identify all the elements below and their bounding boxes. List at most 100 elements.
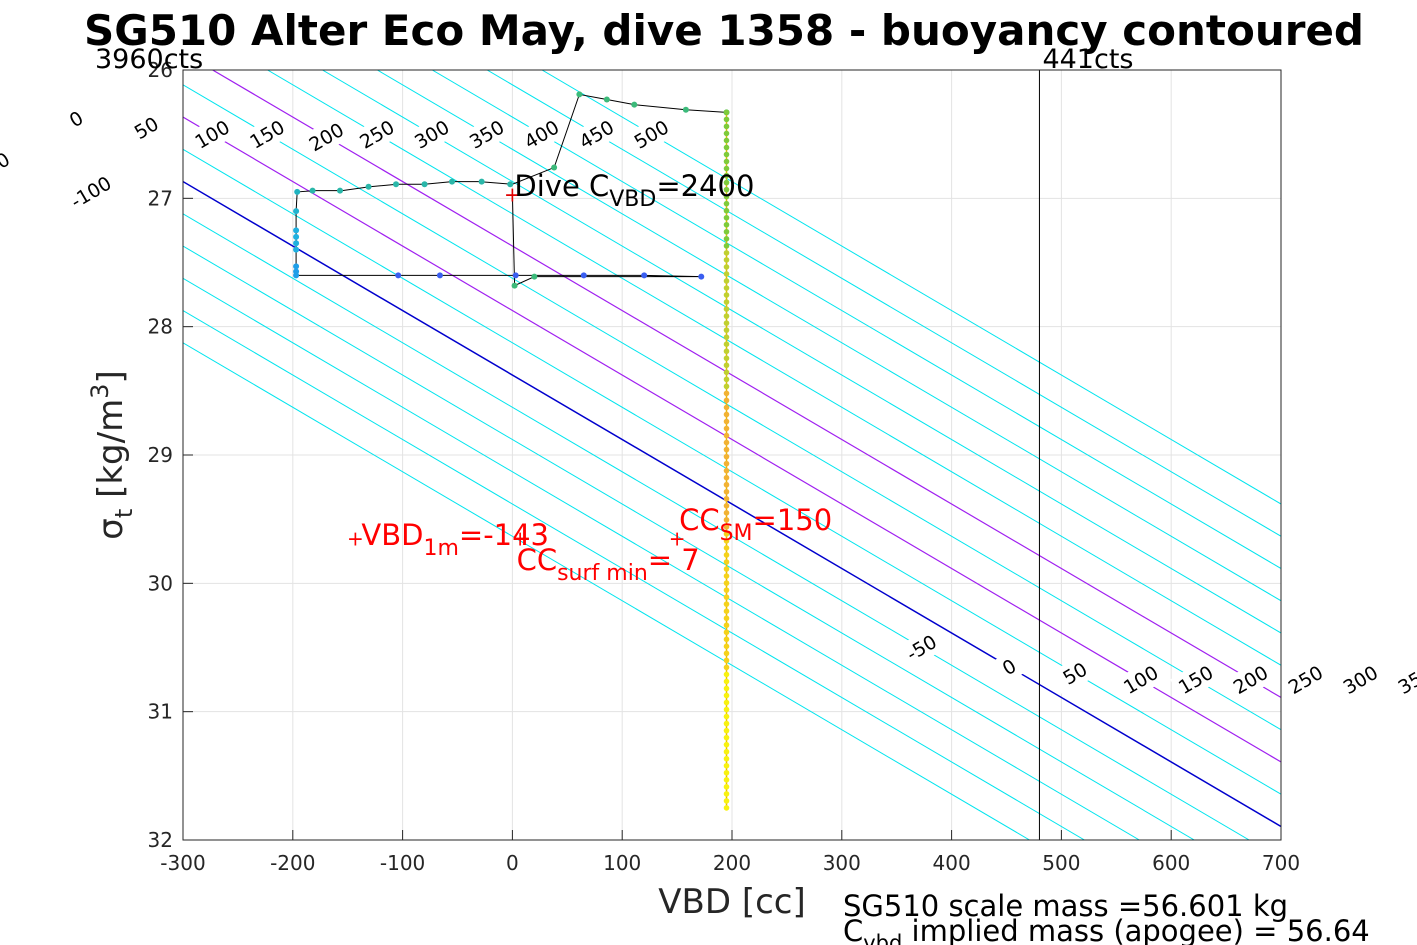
climb-data-point [723, 741, 730, 748]
climb-data-point [723, 186, 730, 193]
climb-data-point [723, 446, 730, 453]
contour-label-background [895, 625, 947, 670]
climb-data-point [723, 200, 730, 207]
dive-data-point [293, 263, 300, 270]
climb-data-point [723, 355, 730, 362]
dive-data-point [631, 101, 638, 108]
contour-label-background [1334, 657, 1386, 702]
contour-line [431, 70, 1281, 570]
climb-data-point [723, 748, 730, 755]
y-tick-label: 28 [148, 315, 173, 339]
dive-data-point [507, 181, 514, 188]
contour-label-background [300, 114, 352, 160]
contour-label-background [983, 644, 1035, 690]
contour-line [183, 277, 1140, 840]
climb-data-point [723, 193, 730, 200]
climb-data-point [723, 699, 730, 706]
contour-label-background [186, 111, 238, 157]
x-tick-label: 0 [506, 851, 519, 875]
climb-data-point [723, 784, 730, 790]
x-axis-label: VBD [cc] [658, 882, 806, 922]
climb-data-point [723, 629, 730, 636]
dive-data-point [576, 91, 583, 98]
dive-data-point [641, 272, 648, 279]
climb-data-point [723, 615, 730, 622]
marker-plus: + [669, 526, 686, 550]
axis-ticks: -300 -200 -100 0 100 200 300 400 500 600 700 26 27 28… [148, 58, 1301, 875]
contour-line [183, 245, 1195, 840]
contour-label-background [1279, 657, 1331, 702]
climb-data-point [723, 734, 730, 741]
climb-data-point [723, 538, 730, 544]
climb-data-point [723, 706, 730, 713]
climb-data-point [723, 236, 730, 242]
climb-data-point [723, 341, 730, 348]
climb-data-point [723, 158, 730, 165]
cc-sm-annotation: CCSM=150 [679, 503, 832, 546]
dive-data-point [551, 164, 558, 171]
marker-plus: + [504, 182, 521, 206]
contour-line [267, 70, 1281, 666]
contour-label-background [461, 111, 513, 157]
y-tick-label: 30 [148, 571, 173, 595]
climb-data-point [723, 685, 730, 692]
climb-data-point [723, 503, 730, 509]
climb-data-point [723, 713, 730, 720]
climb-data-point [723, 805, 730, 811]
contour-label-background [1170, 657, 1222, 702]
climb-data-point [723, 137, 730, 144]
climb-data-point [723, 285, 730, 291]
climb-data-point [723, 467, 730, 474]
dive-data-point [365, 183, 372, 190]
climb-data-point [723, 664, 730, 671]
climb-data-point [723, 622, 730, 629]
climb-data-point [723, 531, 730, 537]
climb-data-point [723, 320, 730, 326]
climb-data-point [723, 264, 730, 270]
y-tick-label: 31 [148, 700, 173, 724]
climb-data-point [723, 404, 730, 411]
climb-data-point [723, 510, 730, 516]
climb-data-point [723, 418, 730, 425]
y-tick-label: 27 [148, 186, 173, 210]
contour-label-background [515, 111, 568, 157]
climb-data-point [723, 390, 730, 397]
dive-data-point [511, 282, 518, 289]
dive-data-point [293, 240, 300, 247]
top-count-label: 3960cts [95, 44, 203, 75]
climb-data-point [723, 116, 730, 123]
climb-data-point [723, 292, 730, 298]
climb-data-point [723, 573, 730, 579]
y-axis-label: σt [kg/m3] [86, 370, 138, 539]
contour-label-background [120, 105, 172, 151]
climb-data-point [723, 369, 730, 376]
climb-data-point [723, 594, 730, 600]
climb-data-point [723, 425, 730, 432]
climb-data-point [723, 411, 730, 418]
contour-label-background [1389, 657, 1417, 702]
contour-label-background [1224, 657, 1277, 702]
climb-data-point [723, 179, 730, 186]
dive-data-point [293, 208, 300, 215]
contour-line [183, 84, 1281, 731]
x-tick-label: 700 [1262, 851, 1300, 875]
climb-data-point [723, 165, 730, 172]
dive-cvbd-annotation: Dive CVBD=2400 [514, 169, 754, 212]
climb-data-point [723, 243, 730, 249]
dive-data-point [478, 178, 485, 185]
climb-data-point [723, 257, 730, 263]
contour-label-background [570, 111, 622, 157]
climb-data-point [723, 495, 730, 502]
climb-data-point [723, 524, 730, 530]
climb-data-point [723, 383, 730, 390]
climb-data-point [723, 327, 730, 333]
dive-data-point [603, 96, 610, 103]
dive-trajectory-line [295, 93, 727, 287]
marker-plus: + [512, 526, 529, 550]
climb-data-point [723, 608, 730, 614]
dive-data-point [449, 178, 456, 185]
contour-label-background [625, 111, 677, 157]
contour-line [183, 148, 1281, 795]
climb-data-point [723, 481, 730, 488]
